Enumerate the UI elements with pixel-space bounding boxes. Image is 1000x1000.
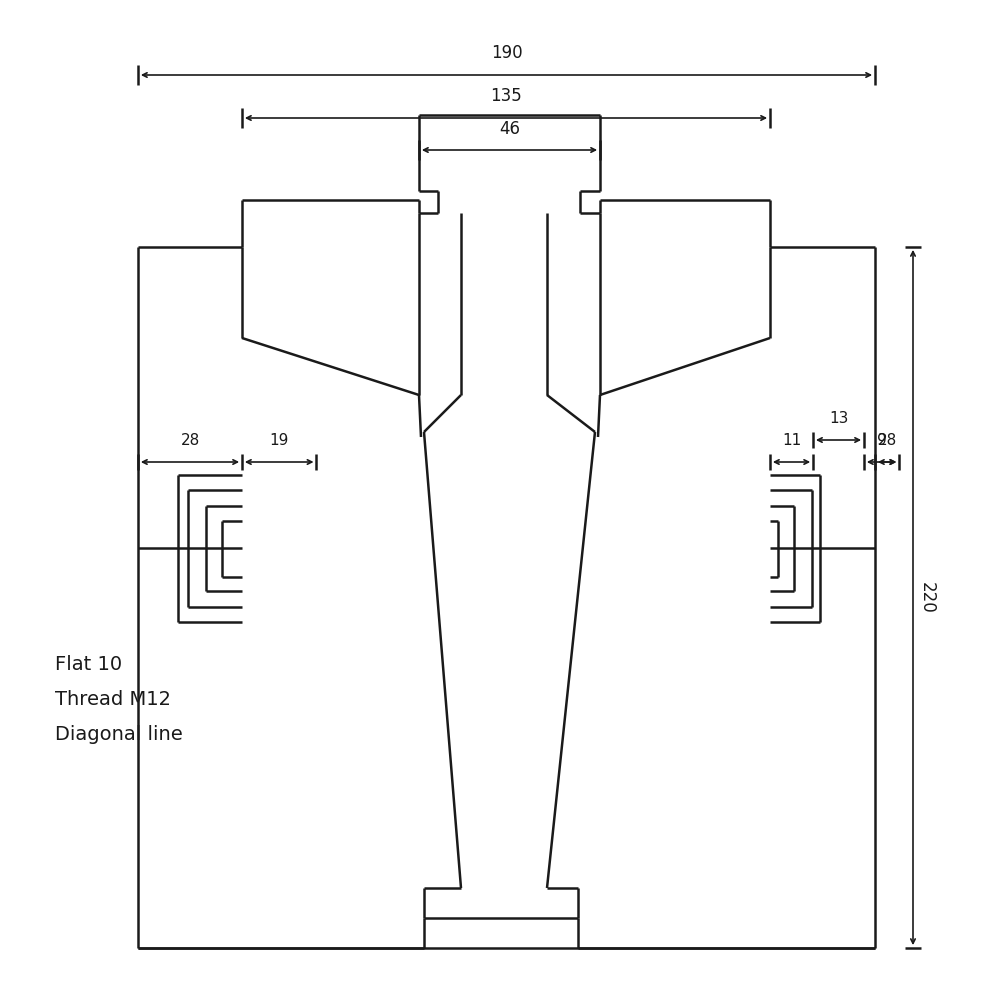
Text: 9: 9	[877, 433, 886, 448]
Text: 19: 19	[270, 433, 289, 448]
Text: 135: 135	[490, 87, 522, 105]
Text: 13: 13	[829, 411, 848, 426]
Text: 46: 46	[499, 120, 520, 138]
Text: Thread M12: Thread M12	[55, 690, 171, 709]
Text: Diagonal line: Diagonal line	[55, 725, 183, 744]
Text: 28: 28	[877, 433, 897, 448]
Text: 28: 28	[180, 433, 200, 448]
Text: 220: 220	[918, 582, 936, 613]
Text: Flat 10: Flat 10	[55, 655, 122, 674]
Text: 190: 190	[491, 44, 522, 62]
Text: 11: 11	[782, 433, 801, 448]
